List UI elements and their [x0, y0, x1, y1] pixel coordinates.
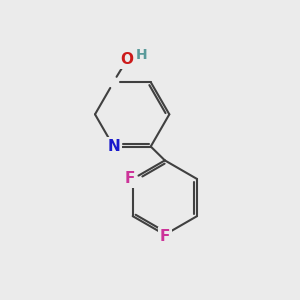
Text: O: O: [121, 52, 134, 68]
Text: N: N: [107, 139, 120, 154]
Text: F: F: [125, 172, 136, 187]
Text: F: F: [160, 229, 170, 244]
Text: H: H: [136, 47, 148, 61]
